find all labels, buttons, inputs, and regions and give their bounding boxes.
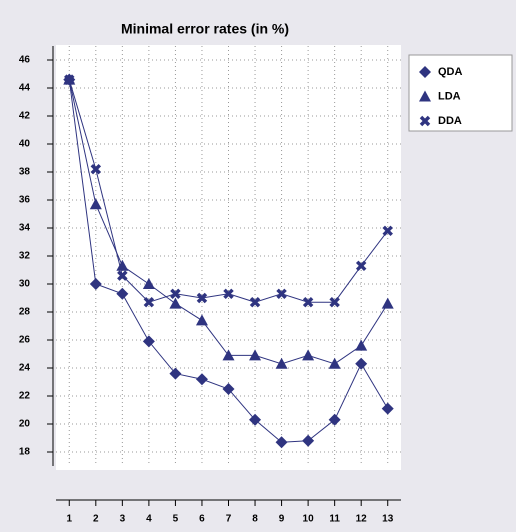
x-tick-label: 10: [303, 514, 315, 525]
y-tick-label: 44: [19, 83, 31, 94]
marker: [275, 357, 288, 369]
legend-label: LDA: [438, 90, 461, 102]
x-tick-label: 11: [329, 514, 340, 525]
marker: [382, 225, 393, 237]
legend-marker: [419, 115, 431, 127]
marker: [90, 163, 102, 175]
x-tick-label: 4: [146, 514, 152, 525]
marker: [249, 349, 262, 361]
marker: [222, 349, 235, 361]
marker: [355, 260, 367, 272]
x-tick-label: 2: [93, 514, 99, 525]
x-tick-label: 13: [382, 514, 394, 525]
marker: [329, 296, 340, 308]
marker: [355, 339, 368, 351]
marker: [170, 288, 181, 300]
marker: [222, 383, 235, 395]
y-tick-label: 42: [19, 111, 31, 122]
marker: [196, 292, 208, 304]
marker: [169, 297, 182, 309]
marker: [355, 357, 368, 370]
y-tick-label: 18: [19, 447, 31, 458]
marker: [328, 413, 341, 426]
marker: [249, 413, 262, 426]
marker: [195, 314, 208, 326]
marker: [249, 296, 261, 308]
x-tick-label: 9: [279, 514, 285, 525]
y-tick-label: 26: [19, 335, 31, 346]
marker: [328, 357, 341, 369]
marker: [142, 335, 155, 348]
y-tick-label: 46: [19, 55, 31, 66]
marker: [302, 349, 315, 361]
marker: [142, 278, 155, 289]
marker: [89, 278, 102, 290]
marker: [381, 297, 394, 309]
legend-marker: [419, 90, 431, 102]
marker: [143, 296, 155, 308]
marker: [117, 270, 128, 281]
x-tick-label: 5: [173, 514, 179, 525]
y-tick-label: 36: [19, 195, 31, 206]
marker: [381, 402, 394, 415]
marker: [195, 373, 208, 386]
x-tick-label: 8: [252, 514, 258, 525]
marker: [64, 74, 75, 85]
marker: [275, 436, 288, 449]
y-tick-label: 28: [19, 307, 31, 318]
legend-label: DDA: [438, 115, 462, 127]
y-tick-label: 32: [19, 251, 31, 262]
chart-title: Minimal error rates (in %): [121, 21, 289, 37]
marker: [302, 296, 314, 308]
y-tick-label: 30: [19, 279, 31, 290]
marker: [169, 367, 182, 380]
marker: [302, 434, 315, 447]
y-tick-label: 38: [19, 167, 31, 178]
marker: [116, 287, 129, 300]
x-tick-label: 3: [120, 514, 126, 525]
y-tick-label: 24: [19, 363, 31, 374]
marker: [223, 288, 234, 300]
y-tick-label: 40: [19, 139, 31, 150]
y-tick-label: 22: [19, 391, 31, 402]
y-tick-label: 34: [19, 223, 31, 234]
y-tick-label: 20: [19, 419, 31, 430]
x-tick-label: 6: [199, 514, 205, 525]
legend-label: QDA: [438, 66, 463, 78]
marker: [276, 288, 287, 300]
x-tick-label: 1: [66, 514, 72, 525]
legend-marker: [419, 66, 431, 78]
x-tick-label: 12: [356, 514, 368, 525]
marker: [116, 259, 129, 271]
marker: [89, 198, 102, 210]
x-tick-label: 7: [226, 514, 232, 525]
